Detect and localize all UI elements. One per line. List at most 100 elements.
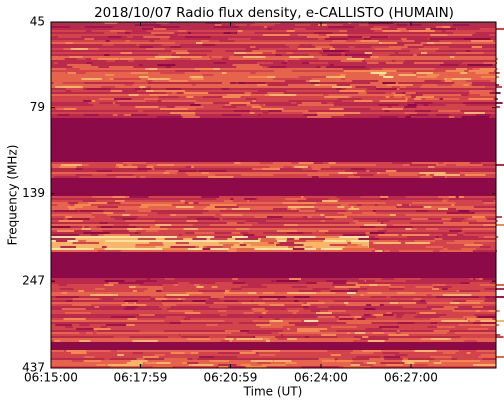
spectrogram-cell xyxy=(258,224,284,226)
spectrogram-cell xyxy=(368,22,394,24)
spectrogram-row xyxy=(51,160,496,162)
spectrogram-row xyxy=(51,192,496,194)
spectrogram-cell xyxy=(130,360,148,362)
spectrogram-cell xyxy=(208,210,221,212)
spectrogram-row xyxy=(51,186,496,188)
spectrogram-cell xyxy=(102,246,107,248)
spectrogram-cell xyxy=(189,76,204,78)
spectrogram-cell xyxy=(140,232,166,234)
spectrogram-cell xyxy=(252,100,256,102)
spectrogram-cell xyxy=(257,84,268,86)
spectrogram-cell xyxy=(117,170,122,172)
spectrogram-cell xyxy=(423,104,429,106)
spectrogram-cell xyxy=(362,350,382,352)
spectrogram-cell xyxy=(117,32,144,34)
spectrogram-cell xyxy=(481,216,502,218)
spectrogram-cell xyxy=(122,214,130,216)
spectrogram-cell xyxy=(84,222,100,224)
spectrogram-cell xyxy=(408,30,435,32)
spectrogram-cell xyxy=(79,210,104,212)
spectrogram-cell xyxy=(244,82,266,84)
spectrogram-cell xyxy=(444,246,454,248)
spectrogram-row xyxy=(51,256,496,258)
spectrogram-cell xyxy=(320,220,326,222)
spectrogram-cell xyxy=(424,286,452,288)
spectrogram-cell xyxy=(388,288,404,290)
spectrogram-cell xyxy=(83,226,97,228)
spectrogram-cell xyxy=(467,68,473,70)
spectrogram-cell xyxy=(164,250,171,252)
spectrogram-cell xyxy=(360,338,389,340)
spectrogram-row xyxy=(51,106,496,108)
spectrogram-cell xyxy=(230,340,256,342)
spectrogram-cell xyxy=(78,240,86,242)
spectrogram-cell xyxy=(350,22,370,24)
spectrogram-cell xyxy=(273,360,292,362)
spectrogram-cell xyxy=(103,212,114,214)
spectrogram-cell xyxy=(456,358,483,360)
spectrogram-cell xyxy=(144,98,159,100)
spectrogram-cell xyxy=(365,328,382,330)
spectrogram-cell xyxy=(243,234,255,236)
spectrogram-cell xyxy=(370,72,387,74)
spectrogram-cell xyxy=(262,84,289,86)
spectrogram-cell xyxy=(106,174,134,176)
spectrogram-cell xyxy=(376,308,397,310)
spectrogram-cell xyxy=(391,92,396,94)
spectrogram-cell xyxy=(398,74,415,76)
spectrogram-cell xyxy=(177,298,182,300)
spectrogram-row xyxy=(51,32,496,34)
spectrogram-cell xyxy=(290,208,297,210)
spectrogram-row xyxy=(51,68,496,70)
spectrogram-cell xyxy=(291,292,316,294)
spectrogram-cell xyxy=(224,320,253,322)
spectrogram-cell xyxy=(431,44,451,46)
spectrogram-cell xyxy=(371,210,377,212)
spectrogram-cell xyxy=(110,366,119,368)
spectrogram-cell xyxy=(55,324,72,326)
spectrogram-cell xyxy=(98,98,123,100)
spectrogram-cell xyxy=(445,104,466,106)
spectrogram-cell xyxy=(188,72,205,74)
spectrogram-cell xyxy=(95,52,103,54)
spectrogram-cell xyxy=(83,232,110,234)
spectrogram-cell xyxy=(120,52,133,54)
spectrogram-cell xyxy=(72,242,99,244)
spectrogram-cell xyxy=(442,352,456,354)
spectrogram-cell xyxy=(51,60,68,62)
spectrogram-cell xyxy=(169,88,182,90)
spectrogram-cell xyxy=(414,110,431,112)
spectrogram-cell xyxy=(236,66,263,68)
spectrogram-cell xyxy=(324,96,349,98)
spectrogram-cell xyxy=(150,298,155,300)
spectrogram-cell xyxy=(396,206,424,208)
spectrogram-cell xyxy=(461,248,476,250)
spectrogram-cell xyxy=(223,292,248,294)
spectrogram-cell xyxy=(163,304,177,306)
spectrogram-cell xyxy=(86,88,111,90)
spectrogram-cell xyxy=(202,96,223,98)
spectrogram-cell xyxy=(209,360,230,362)
spectrogram-cell xyxy=(416,240,429,242)
spectrogram-cell xyxy=(404,60,429,62)
spectrogram-cell xyxy=(307,116,332,118)
spectrogram-cell xyxy=(240,286,267,288)
spectrogram-cell xyxy=(293,78,312,80)
spectrogram-cell xyxy=(316,282,339,284)
spectrogram-cell xyxy=(477,240,484,242)
spectrogram-cell xyxy=(463,38,491,40)
spectrogram-cell xyxy=(286,238,295,240)
spectrogram-cell xyxy=(469,92,490,94)
spectrogram-cell xyxy=(239,244,247,246)
spectrogram-cell xyxy=(347,70,375,72)
spectrogram-cell xyxy=(176,100,197,102)
spectrogram-row xyxy=(51,362,496,364)
spectrogram-cell xyxy=(338,172,353,174)
spectrogram-cell xyxy=(79,212,90,214)
spectrogram-cell xyxy=(276,90,287,92)
spectrogram-cell xyxy=(260,110,266,112)
spectrogram-cell xyxy=(172,92,176,94)
spectrogram-cell xyxy=(151,322,161,324)
spectrogram-cell xyxy=(100,116,110,118)
spectrogram-cell xyxy=(314,32,341,34)
